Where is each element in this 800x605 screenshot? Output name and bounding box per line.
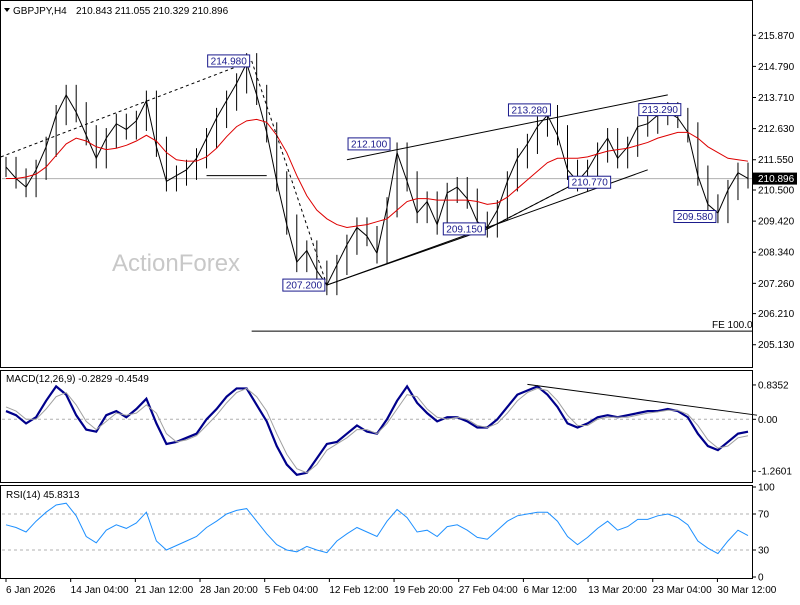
price-annotation-label: 212.100 bbox=[351, 139, 388, 150]
trendline-layer bbox=[0, 60, 758, 416]
rsi-y-tick-label: 70 bbox=[758, 510, 770, 521]
price-annotation-box bbox=[282, 278, 326, 292]
price-annotation-box bbox=[442, 222, 486, 236]
price-y-tick-label: 208.340 bbox=[758, 248, 795, 259]
symbol-label: GBPJPY,H4 bbox=[13, 6, 67, 17]
macd-y-tick-label: 0.00 bbox=[758, 415, 778, 426]
price-annotation-box bbox=[207, 54, 251, 68]
price-annotation-box bbox=[507, 103, 551, 117]
fe-line-label: FE 100.0 bbox=[712, 320, 753, 331]
price-y-tick-label: 212.630 bbox=[758, 124, 795, 135]
macd-y-tick-label: 0.8352 bbox=[758, 380, 789, 391]
price-annotation-box bbox=[347, 137, 391, 151]
x-tick-label: 14 Jan 04:00 bbox=[71, 585, 129, 596]
macd-trendline bbox=[527, 383, 758, 416]
price-y-tick-label: 215.870 bbox=[758, 31, 795, 42]
rsi-panel-frame bbox=[0, 485, 753, 579]
x-tick-label: 6 Mar 12:00 bbox=[523, 585, 577, 596]
x-tick-label: 21 Jan 12:00 bbox=[135, 585, 193, 596]
symbol-dropdown-icon[interactable] bbox=[4, 8, 10, 12]
x-tick-label: 30 Mar 12:00 bbox=[717, 585, 776, 596]
last-price-marker bbox=[753, 172, 797, 185]
price-annotation-box bbox=[673, 210, 717, 224]
price-trendline bbox=[0, 60, 252, 158]
price-annotation-label: 210.770 bbox=[572, 178, 609, 189]
axis-layer: 215.870 214.790 213.710 212.630 211.550 210.5… bbox=[5, 31, 797, 596]
price-series-line bbox=[6, 118, 749, 228]
x-tick-label: 28 Jan 20:00 bbox=[200, 585, 258, 596]
macd-panel-frame bbox=[0, 370, 753, 483]
price-y-tick-label: 211.550 bbox=[758, 155, 794, 166]
rsi-series-line bbox=[5, 502, 749, 555]
price-annotation-box bbox=[568, 175, 612, 189]
price-panel-frame bbox=[0, 0, 753, 368]
price-y-tick-label: 207.260 bbox=[758, 279, 795, 290]
price-annotation-label: 207.200 bbox=[286, 281, 323, 292]
macd-series-line bbox=[5, 387, 749, 474]
rsi-y-tick-label: 100 bbox=[758, 483, 775, 494]
watermark: ActionForex bbox=[112, 250, 240, 277]
rsi-y-tick-label: 0 bbox=[758, 573, 764, 584]
price-line bbox=[5, 61, 749, 287]
x-tick-label: 6 Jan 2026 bbox=[6, 585, 56, 596]
price-annotation-box bbox=[638, 103, 682, 117]
price-annotation-label: 213.290 bbox=[642, 105, 679, 116]
price-annotation-label: 214.980 bbox=[211, 56, 248, 67]
reference-lines bbox=[2, 178, 752, 551]
rsi-title: RSI(14) 45.8313 bbox=[6, 490, 80, 501]
price-y-tick-label: 213.710 bbox=[758, 93, 795, 104]
price-trendline bbox=[487, 181, 578, 230]
price-y-tick-label: 205.130 bbox=[758, 340, 795, 351]
ohlc-readout: 210.843 211.055 210.329 210.896 bbox=[76, 6, 229, 17]
price-y-tick-label: 206.210 bbox=[758, 309, 795, 320]
x-tick-label: 19 Feb 20:00 bbox=[394, 585, 453, 596]
rsi-y-tick-label: 30 bbox=[758, 546, 770, 557]
x-tick-label: 27 Feb 04:00 bbox=[459, 585, 518, 596]
price-annotation-label: 209.150 bbox=[446, 224, 483, 235]
annotation-layer: FE 100.0 214.980 212.100 213.280 213.290 207.… bbox=[207, 54, 753, 331]
x-tick-label: 23 Mar 04:00 bbox=[653, 585, 712, 596]
macd-y-tick-label: -1.2601 bbox=[758, 467, 792, 478]
last-price-value: 210.896 bbox=[758, 174, 795, 185]
price-trendline bbox=[346, 94, 668, 161]
x-tick-label: 5 Feb 04:00 bbox=[265, 585, 319, 596]
price-annotation-label: 209.580 bbox=[677, 212, 714, 223]
price-y-tick-label: 209.420 bbox=[758, 217, 795, 228]
x-tick-label: 13 Mar 20:00 bbox=[588, 585, 647, 596]
price-y-tick-label: 210.500 bbox=[758, 186, 795, 197]
macd-title: MACD(12,26,9) -0.2829 -0.4549 bbox=[6, 374, 149, 385]
price-annotation-label: 213.280 bbox=[511, 105, 548, 116]
x-tick-label: 12 Feb 12:00 bbox=[329, 585, 388, 596]
price-y-tick-label: 214.790 bbox=[758, 62, 795, 73]
price-trendline bbox=[326, 169, 648, 286]
